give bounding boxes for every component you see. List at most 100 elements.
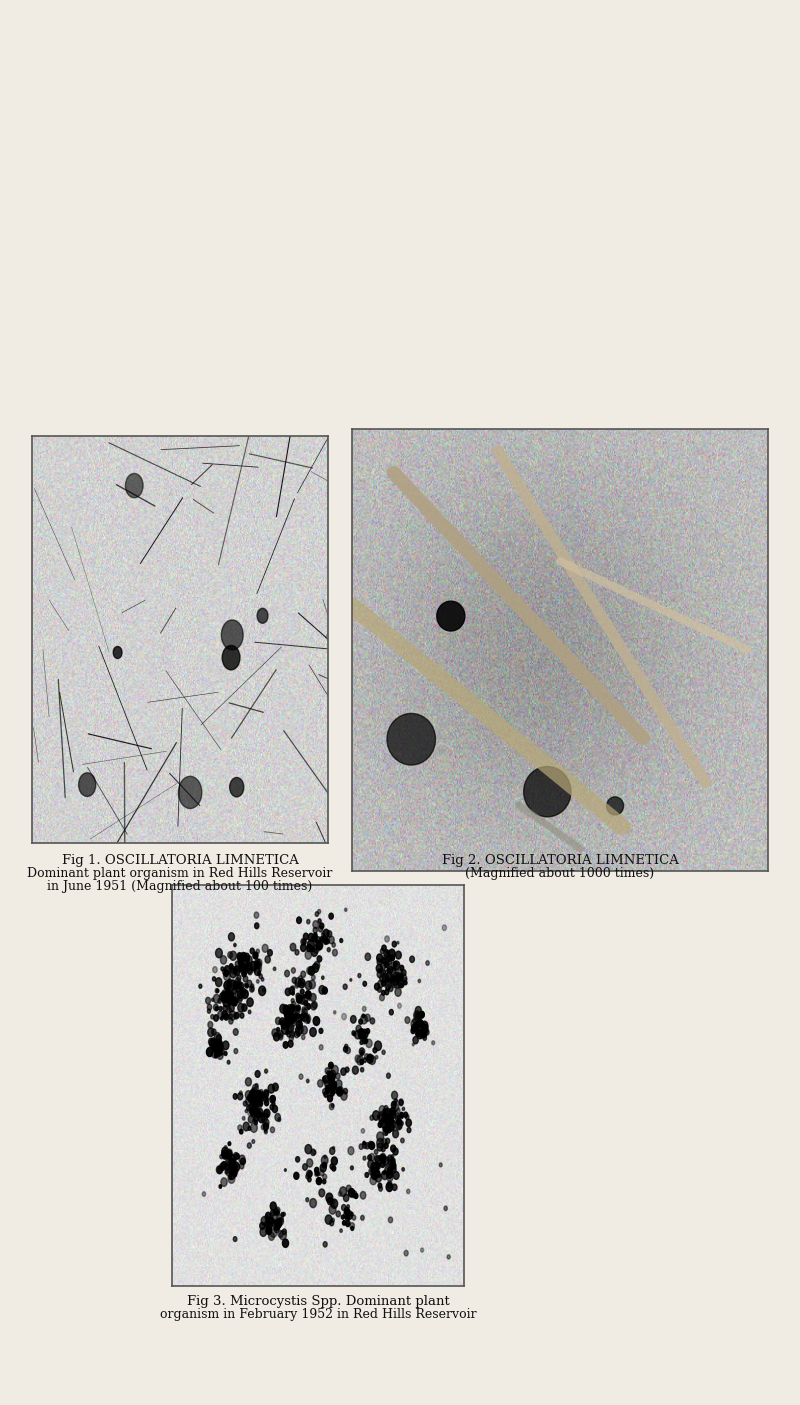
- Circle shape: [236, 991, 238, 995]
- Circle shape: [328, 1071, 334, 1079]
- Circle shape: [387, 1127, 391, 1132]
- Circle shape: [365, 953, 370, 961]
- Circle shape: [360, 1059, 364, 1065]
- Circle shape: [340, 939, 342, 943]
- Circle shape: [254, 969, 256, 972]
- Circle shape: [303, 995, 306, 998]
- Circle shape: [362, 1006, 366, 1012]
- Circle shape: [385, 989, 389, 995]
- Circle shape: [278, 1231, 283, 1238]
- Circle shape: [286, 1026, 292, 1034]
- Circle shape: [308, 933, 314, 941]
- Circle shape: [262, 1094, 267, 1102]
- Circle shape: [300, 989, 304, 995]
- Circle shape: [277, 1214, 283, 1224]
- Circle shape: [270, 1127, 274, 1132]
- Circle shape: [340, 1229, 342, 1232]
- Circle shape: [326, 1089, 330, 1093]
- Circle shape: [238, 1093, 242, 1100]
- Circle shape: [420, 1020, 422, 1023]
- Circle shape: [326, 1071, 330, 1075]
- Circle shape: [288, 1014, 293, 1021]
- Circle shape: [380, 948, 384, 954]
- Circle shape: [406, 1120, 411, 1127]
- Circle shape: [423, 1024, 427, 1031]
- Circle shape: [212, 1041, 217, 1047]
- Circle shape: [375, 1055, 378, 1059]
- Circle shape: [251, 1113, 255, 1117]
- Circle shape: [270, 1104, 274, 1110]
- Circle shape: [432, 1041, 434, 1045]
- Circle shape: [214, 1054, 218, 1058]
- Circle shape: [302, 1009, 307, 1016]
- Circle shape: [382, 1156, 389, 1166]
- Circle shape: [390, 1161, 395, 1168]
- Circle shape: [330, 1071, 336, 1079]
- Circle shape: [218, 1166, 222, 1173]
- Circle shape: [315, 940, 318, 944]
- Circle shape: [388, 1155, 392, 1161]
- Circle shape: [304, 1013, 306, 1017]
- Circle shape: [302, 1007, 306, 1012]
- Circle shape: [380, 1154, 386, 1161]
- Circle shape: [391, 976, 398, 985]
- Circle shape: [305, 1003, 310, 1010]
- Circle shape: [233, 988, 237, 993]
- Circle shape: [258, 1109, 262, 1116]
- Circle shape: [332, 1086, 337, 1093]
- Circle shape: [284, 1021, 289, 1028]
- Circle shape: [253, 1085, 258, 1092]
- Circle shape: [386, 954, 392, 961]
- Circle shape: [222, 1146, 229, 1156]
- Circle shape: [377, 960, 382, 965]
- Circle shape: [218, 1012, 223, 1019]
- Circle shape: [374, 983, 379, 991]
- Circle shape: [265, 1100, 269, 1106]
- Circle shape: [362, 1040, 366, 1044]
- Circle shape: [246, 955, 252, 964]
- Circle shape: [316, 1177, 322, 1184]
- Circle shape: [342, 1013, 346, 1020]
- Circle shape: [234, 1152, 238, 1159]
- Circle shape: [323, 1075, 329, 1083]
- Circle shape: [366, 1054, 374, 1064]
- Circle shape: [264, 1089, 268, 1096]
- Circle shape: [286, 1016, 291, 1023]
- Circle shape: [368, 1161, 374, 1169]
- Circle shape: [322, 1162, 326, 1168]
- Circle shape: [236, 999, 239, 1002]
- Circle shape: [216, 1040, 222, 1048]
- Circle shape: [298, 975, 302, 981]
- Circle shape: [406, 1189, 410, 1194]
- Circle shape: [254, 1121, 258, 1125]
- Circle shape: [233, 996, 236, 1000]
- Circle shape: [342, 1221, 346, 1225]
- Circle shape: [378, 1123, 382, 1127]
- Circle shape: [331, 1080, 335, 1086]
- Circle shape: [215, 978, 222, 986]
- Circle shape: [292, 992, 294, 995]
- Circle shape: [362, 1033, 366, 1038]
- Circle shape: [308, 967, 314, 975]
- Circle shape: [114, 646, 122, 659]
- Circle shape: [382, 974, 389, 982]
- Circle shape: [377, 954, 382, 962]
- Circle shape: [298, 999, 300, 1003]
- Circle shape: [254, 968, 260, 975]
- Circle shape: [361, 1014, 367, 1024]
- Circle shape: [387, 1182, 392, 1187]
- Circle shape: [420, 1021, 425, 1028]
- Circle shape: [330, 1083, 336, 1092]
- Circle shape: [233, 967, 237, 972]
- Circle shape: [336, 1080, 342, 1089]
- Circle shape: [343, 1047, 348, 1052]
- Circle shape: [386, 1073, 390, 1078]
- Circle shape: [306, 1170, 312, 1177]
- Circle shape: [234, 1013, 238, 1019]
- Circle shape: [285, 1013, 288, 1019]
- Circle shape: [386, 1183, 393, 1191]
- Circle shape: [333, 950, 338, 955]
- Circle shape: [285, 1169, 286, 1172]
- Circle shape: [398, 1124, 401, 1128]
- Circle shape: [211, 1028, 216, 1035]
